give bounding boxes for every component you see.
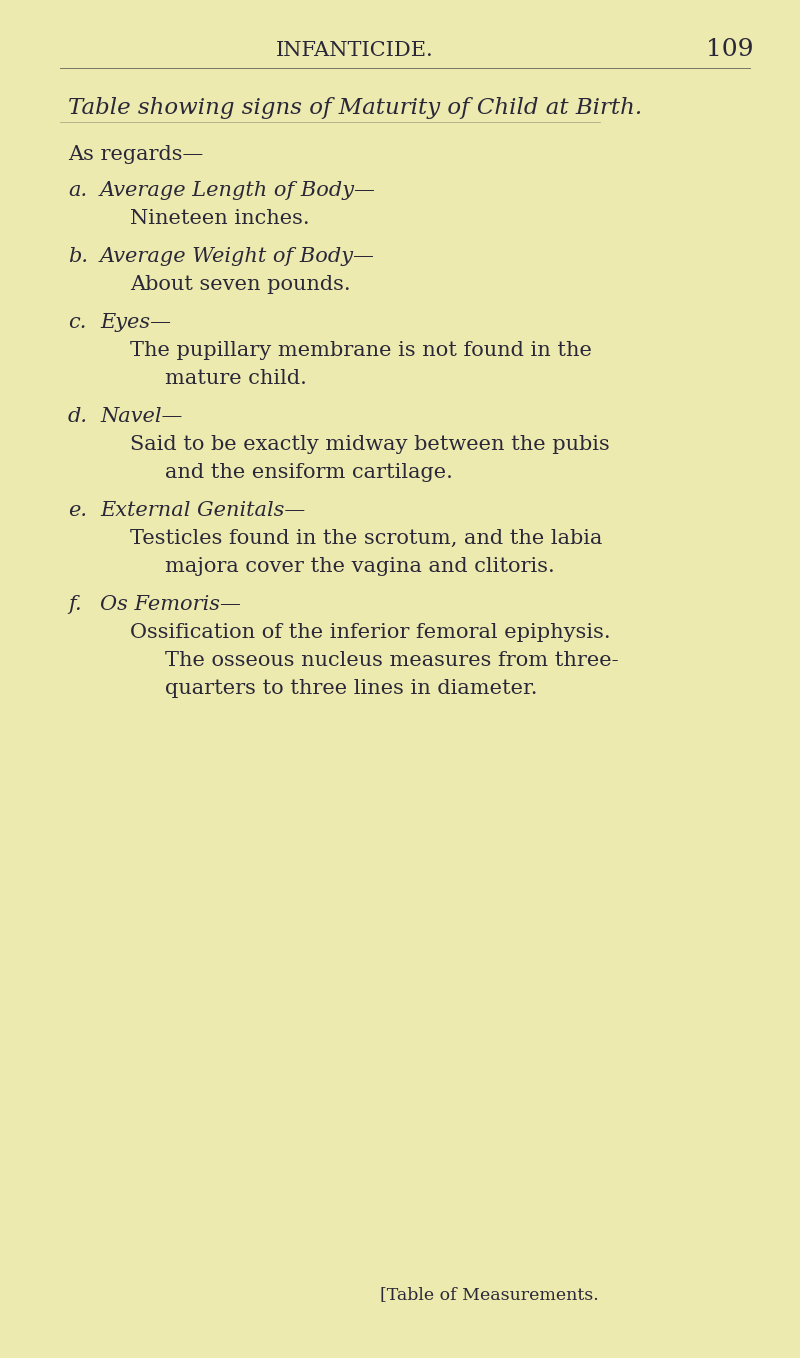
Text: Os Femoris—: Os Femoris— bbox=[100, 595, 241, 614]
Text: e.: e. bbox=[68, 501, 87, 520]
Text: The osseous nucleus measures from three-: The osseous nucleus measures from three- bbox=[165, 650, 618, 669]
Text: The pupillary membrane is not found in the: The pupillary membrane is not found in t… bbox=[130, 341, 592, 360]
Text: c.: c. bbox=[68, 312, 86, 331]
Text: Average Weight of Body—: Average Weight of Body— bbox=[100, 247, 375, 266]
Text: quarters to three lines in diameter.: quarters to three lines in diameter. bbox=[165, 679, 538, 698]
Text: b.: b. bbox=[68, 247, 88, 266]
Text: f.: f. bbox=[68, 595, 82, 614]
Text: External Genitals—: External Genitals— bbox=[100, 501, 306, 520]
Text: d.: d. bbox=[68, 406, 88, 425]
Text: majora cover the vagina and clitoris.: majora cover the vagina and clitoris. bbox=[165, 557, 554, 576]
Text: Said to be exactly midway between the pubis: Said to be exactly midway between the pu… bbox=[130, 435, 610, 454]
Text: Testicles found in the scrotum, and the labia: Testicles found in the scrotum, and the … bbox=[130, 528, 602, 547]
Text: INFANTICIDE.: INFANTICIDE. bbox=[276, 41, 434, 60]
Text: mature child.: mature child. bbox=[165, 368, 307, 387]
Text: Table showing signs of Maturity of Child at Birth.: Table showing signs of Maturity of Child… bbox=[68, 96, 642, 120]
Text: Navel—: Navel— bbox=[100, 406, 182, 425]
Text: a.: a. bbox=[68, 181, 87, 200]
Text: Nineteen inches.: Nineteen inches. bbox=[130, 209, 310, 228]
Text: Ossification of the inferior femoral epiphysis.: Ossification of the inferior femoral epi… bbox=[130, 622, 610, 641]
Text: and the ensiform cartilage.: and the ensiform cartilage. bbox=[165, 463, 453, 482]
Text: As regards—: As regards— bbox=[68, 145, 203, 164]
Text: Eyes—: Eyes— bbox=[100, 312, 171, 331]
Text: [Table of Measurements.: [Table of Measurements. bbox=[380, 1286, 598, 1304]
Text: About seven pounds.: About seven pounds. bbox=[130, 274, 350, 293]
Text: 109: 109 bbox=[706, 38, 754, 61]
Text: Average Length of Body—: Average Length of Body— bbox=[100, 181, 376, 200]
